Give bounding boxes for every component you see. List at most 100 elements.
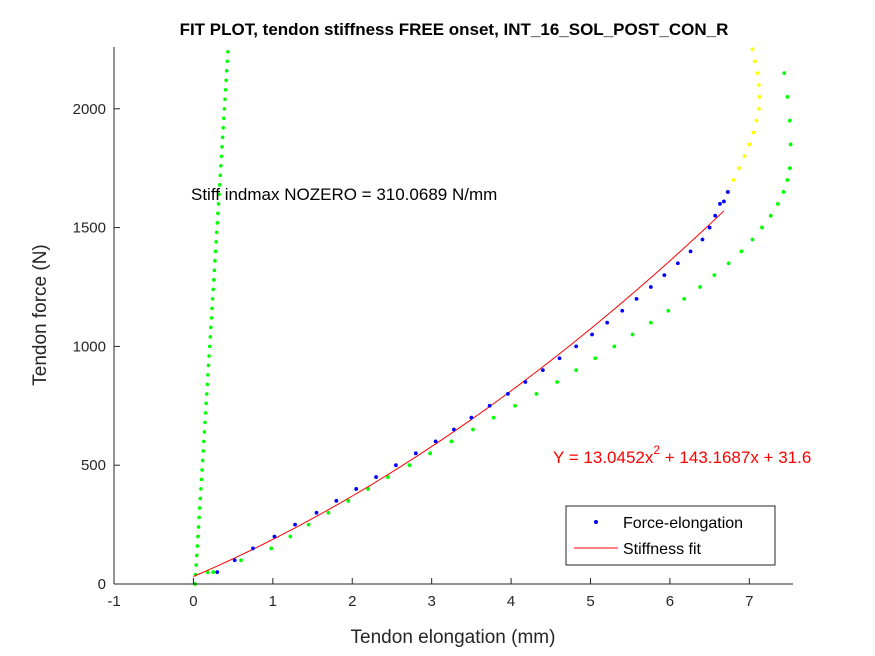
steep-green-point	[206, 363, 211, 368]
data-point	[215, 570, 220, 575]
blue-data-series	[215, 190, 730, 575]
data-point	[751, 130, 756, 135]
data-point	[739, 249, 744, 254]
data-point	[757, 94, 762, 99]
steep-green-point	[204, 401, 208, 406]
steep-green-point	[205, 382, 210, 387]
data-point	[605, 320, 610, 325]
data-point	[750, 237, 755, 242]
data-point	[288, 534, 293, 539]
data-point	[451, 427, 456, 432]
data-point	[469, 415, 474, 420]
data-point	[785, 94, 790, 99]
y-tick-label: 500	[81, 457, 106, 474]
data-point	[630, 332, 635, 337]
fit-curve-layer	[193, 210, 725, 577]
steep-green-point	[222, 106, 227, 111]
steep-green-point	[197, 515, 201, 520]
data-point	[787, 166, 792, 171]
data-point	[752, 59, 757, 64]
steep-green-point	[196, 525, 201, 529]
data-point	[718, 201, 722, 206]
steep-green-point	[216, 211, 220, 216]
steep-green-point	[203, 420, 207, 425]
steep-green-point	[206, 373, 210, 377]
steep-green-point	[224, 68, 229, 73]
data-point	[513, 403, 517, 408]
steep-green-point	[204, 392, 209, 396]
data-point	[737, 166, 741, 171]
steep-green-point	[217, 183, 222, 187]
steep-green-point	[209, 325, 213, 330]
data-point	[688, 249, 693, 254]
steep-green-point	[208, 335, 213, 339]
steep-green-point	[224, 78, 228, 83]
steep-green-point	[207, 354, 211, 358]
steep-green-point	[203, 411, 208, 415]
steep-green-point	[219, 164, 223, 168]
data-point	[700, 237, 705, 242]
data-point	[662, 273, 667, 278]
data-point	[523, 380, 528, 384]
legend-box	[565, 505, 776, 566]
data-point	[787, 118, 792, 123]
x-tick-label: 4	[507, 593, 515, 610]
steep-green-point	[198, 496, 203, 501]
data-point	[239, 558, 243, 563]
legend-label-force-elongation: Force-elongation	[623, 515, 743, 532]
x-tick-label: -1	[107, 593, 120, 610]
y-tick-label: 1000	[73, 338, 106, 355]
yellow-data-series	[725, 47, 762, 194]
data-point	[314, 510, 319, 515]
legend-label-stiffness-fit: Stiffness fit	[623, 541, 702, 558]
steep-green-point	[219, 154, 224, 159]
chart-title: FIT PLOT, tendon stiffness FREE onset, I…	[180, 20, 729, 39]
x-tick-label: 7	[745, 593, 753, 610]
steep-green-point	[194, 563, 198, 567]
data-point	[386, 475, 390, 479]
data-point	[755, 71, 760, 76]
data-point	[354, 487, 359, 491]
data-point	[782, 71, 787, 76]
steep-green-point	[221, 125, 226, 130]
x-tick-label: 5	[586, 593, 594, 610]
data-point	[760, 225, 764, 230]
steep-green-point	[212, 278, 216, 282]
steep-green-point	[214, 230, 219, 235]
steep-green-point	[196, 534, 200, 539]
data-point	[648, 320, 653, 325]
data-point	[750, 47, 755, 52]
steep-green-point	[215, 221, 220, 225]
data-point	[306, 522, 311, 527]
data-point	[574, 368, 579, 373]
data-point	[251, 546, 255, 551]
data-point	[731, 178, 736, 182]
steep-green-point	[207, 344, 212, 349]
data-point	[491, 415, 496, 420]
steep-green-point	[217, 192, 221, 197]
data-point	[742, 154, 747, 159]
data-point	[394, 463, 398, 468]
data-point	[449, 439, 454, 444]
data-point	[682, 296, 687, 301]
data-point	[666, 308, 671, 313]
steep-green-point	[202, 430, 207, 434]
data-point	[407, 463, 412, 468]
steep-green-point	[221, 116, 226, 121]
legend: Force-elongation Stiffness fit	[565, 505, 776, 566]
steep-green-point	[212, 268, 217, 273]
legend-marker-blue	[594, 520, 598, 524]
steep-green-point	[202, 439, 206, 444]
data-point	[366, 487, 371, 491]
steep-green-point	[223, 87, 228, 92]
green-steep-series	[193, 49, 230, 586]
data-point	[471, 427, 475, 432]
data-point	[698, 285, 702, 289]
data-point	[590, 332, 594, 337]
y-ticks: 0 500 1000 1500 2000	[73, 101, 120, 593]
data-point	[346, 498, 351, 503]
steep-green-point	[218, 173, 223, 178]
steep-green-point	[209, 316, 214, 320]
data-point	[725, 190, 730, 194]
data-point	[785, 178, 790, 182]
